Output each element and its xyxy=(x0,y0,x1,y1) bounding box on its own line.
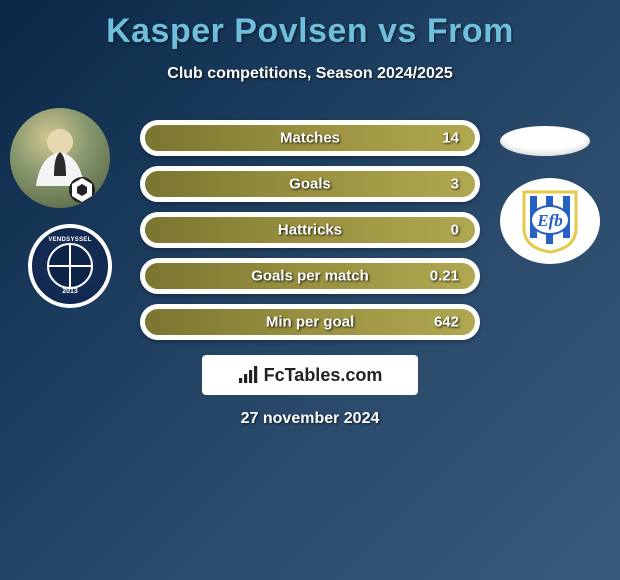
stat-row-goals: Goals 3 xyxy=(140,166,480,202)
stat-value: 642 xyxy=(434,314,459,331)
stat-label: Matches xyxy=(280,130,340,147)
stat-value: 0 xyxy=(451,222,459,239)
stat-label: Min per goal xyxy=(266,314,354,331)
signal-bars-icon xyxy=(238,365,260,385)
shield-icon: Efb xyxy=(520,188,580,254)
stat-value: 3 xyxy=(451,176,459,193)
club-badge-left: VENDSYSSEL 2013 xyxy=(28,224,112,308)
season-subtitle: Club competitions, Season 2024/2025 xyxy=(0,65,620,83)
page-title: Kasper Povlsen vs From xyxy=(0,0,620,51)
source-logo: FcTables.com xyxy=(202,355,418,395)
stat-row-goals-per-match: Goals per match 0.21 xyxy=(140,258,480,294)
stats-container: Matches 14 Goals 3 Hattricks 0 Goals per… xyxy=(140,120,480,350)
player-silhouette-icon xyxy=(10,108,110,208)
stat-value: 14 xyxy=(442,130,459,147)
stat-label: Hattricks xyxy=(278,222,342,239)
snapshot-date: 27 november 2024 xyxy=(0,410,620,428)
club-badge-right: Efb xyxy=(500,178,600,264)
stat-row-matches: Matches 14 xyxy=(140,120,480,156)
stat-row-hattricks: Hattricks 0 xyxy=(140,212,480,248)
club-badge-left-year: 2013 xyxy=(32,288,108,295)
placeholder-oval-right xyxy=(500,126,590,156)
player-photo-left xyxy=(10,108,110,208)
football-icon xyxy=(47,243,93,289)
stat-label: Goals xyxy=(289,176,331,193)
stat-value: 0.21 xyxy=(430,268,459,285)
stat-row-min-per-goal: Min per goal 642 xyxy=(140,304,480,340)
svg-text:Efb: Efb xyxy=(536,211,563,230)
stat-label: Goals per match xyxy=(251,268,369,285)
source-logo-text: FcTables.com xyxy=(264,365,383,386)
